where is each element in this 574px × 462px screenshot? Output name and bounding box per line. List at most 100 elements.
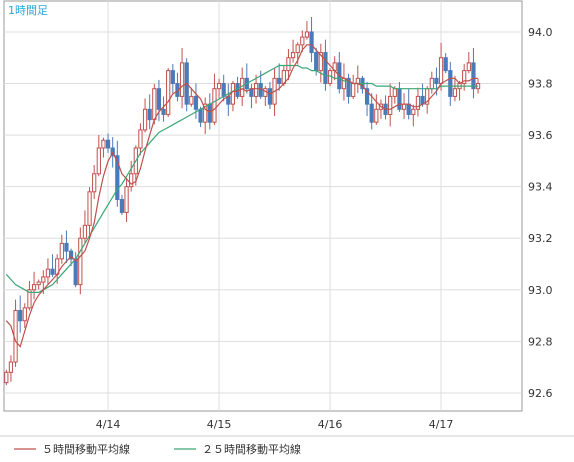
legend: ５時間移動平均線 ２５時間移動平均線 <box>14 442 301 456</box>
legend-label-ma5: ５時間移動平均線 <box>42 442 130 456</box>
candle-body-up <box>466 62 471 72</box>
candle-body-up <box>388 95 393 115</box>
y-tick-label: 93.4 <box>528 181 553 194</box>
candle-body-up <box>401 103 407 110</box>
candle-body-up <box>124 186 129 213</box>
candle-body-up <box>452 88 458 97</box>
candle-body-up <box>429 77 434 90</box>
candle-body-down <box>64 242 69 252</box>
candle-body-down <box>434 77 439 85</box>
candle-body-up <box>179 62 185 97</box>
x-tick-label: 4/16 <box>318 418 343 431</box>
candle-body-down <box>198 108 203 123</box>
candle-body-up <box>300 36 305 46</box>
candle-body-down <box>119 199 125 213</box>
candle-body-down <box>309 31 314 54</box>
candle-body-up <box>286 57 291 72</box>
candle-body-up <box>78 237 83 286</box>
candle-body-up <box>189 95 194 105</box>
candle-body-up <box>318 52 323 72</box>
candle-body-up <box>59 242 64 260</box>
y-tick-label: 92.6 <box>528 387 553 400</box>
x-tick-label: 4/14 <box>96 418 121 431</box>
y-tick-label: 92.8 <box>528 335 553 348</box>
candle-body-up <box>438 57 444 85</box>
ma25-line <box>5 64 479 293</box>
candle-body-up <box>36 281 41 286</box>
candle-body-down <box>193 95 199 110</box>
candle-body-up <box>8 361 14 373</box>
candle-body-up <box>101 139 106 149</box>
candle-body-down <box>156 88 162 110</box>
y-tick-label: 94.0 <box>528 26 553 39</box>
candle-body-down <box>73 258 78 286</box>
candle-body-up <box>216 83 222 90</box>
x-tick-label: 4/17 <box>429 418 454 431</box>
candle-body-down <box>471 62 476 90</box>
candle-body-down <box>406 103 411 115</box>
candle-body-up <box>45 268 51 278</box>
candle-body-up <box>304 31 310 38</box>
candle-body-down <box>267 88 273 105</box>
candle-body-up <box>203 103 208 123</box>
candle-body-down <box>443 57 448 72</box>
candle-body-up <box>4 371 9 384</box>
candle-body-up <box>27 289 32 309</box>
candle-body-up <box>129 173 134 188</box>
legend-label-ma25: ２５時間移動平均線 <box>202 442 301 456</box>
candle-body-up <box>152 88 157 121</box>
candle-body-down <box>314 52 319 72</box>
candle-body-down <box>147 108 152 121</box>
y-tick-label: 93.6 <box>528 129 553 142</box>
y-tick-label: 93.2 <box>528 232 553 245</box>
y-tick-label: 93.8 <box>528 78 553 91</box>
candle-body-down <box>397 88 402 110</box>
candle-body-down <box>448 70 453 97</box>
candle-body-down <box>110 147 115 157</box>
candle-body-up <box>92 173 97 193</box>
candle-body-up <box>411 108 416 115</box>
candle-body-down <box>161 108 166 115</box>
candle-body-down <box>105 139 111 149</box>
candle-body-up <box>290 52 296 59</box>
candle-body-down <box>323 52 328 85</box>
candle-body-up <box>41 276 46 283</box>
candle-body-up <box>138 129 143 149</box>
candle-body-up <box>351 83 356 97</box>
candle-body-up <box>31 284 37 291</box>
candle-body-up <box>22 307 27 322</box>
candle-body-up <box>96 147 101 175</box>
candle-body-up <box>374 108 379 123</box>
candle-body-up <box>230 83 236 105</box>
candle-body-up <box>142 108 148 131</box>
candle-body-down <box>68 250 74 260</box>
candle-body-down <box>221 83 226 97</box>
candle-body-up <box>392 88 397 97</box>
candle-body-down <box>364 88 370 105</box>
ma5-line <box>5 44 479 348</box>
candle-body-down <box>18 309 23 322</box>
candle-body-up <box>355 77 360 85</box>
candle-body-up <box>82 224 88 239</box>
candle-body-down <box>50 268 55 275</box>
y-tick-label: 93.0 <box>528 284 553 297</box>
timeframe-label: 1時間足 <box>8 4 48 17</box>
y-axis: 92.6 92.8 93.0 93.2 93.4 93.6 93.8 94.0 <box>528 26 553 400</box>
candle-body-down <box>369 103 374 123</box>
candle-body-up <box>87 191 92 226</box>
candle-body-down <box>170 70 175 85</box>
x-tick-label: 4/15 <box>207 418 232 431</box>
candle-body-up <box>415 95 421 110</box>
candle-body-down <box>115 155 120 201</box>
candle-body-down <box>346 77 351 97</box>
candle-body-up <box>462 70 467 85</box>
candle-body-up <box>166 70 171 115</box>
candle-body-up <box>212 88 217 123</box>
moving-average-lines <box>5 44 479 348</box>
candle-body-up <box>253 83 259 97</box>
candle-body-down <box>207 103 212 123</box>
x-axis: 4/14 4/15 4/16 4/17 <box>96 418 454 431</box>
candle-body-up <box>295 44 300 54</box>
candle-body-down <box>277 77 282 85</box>
